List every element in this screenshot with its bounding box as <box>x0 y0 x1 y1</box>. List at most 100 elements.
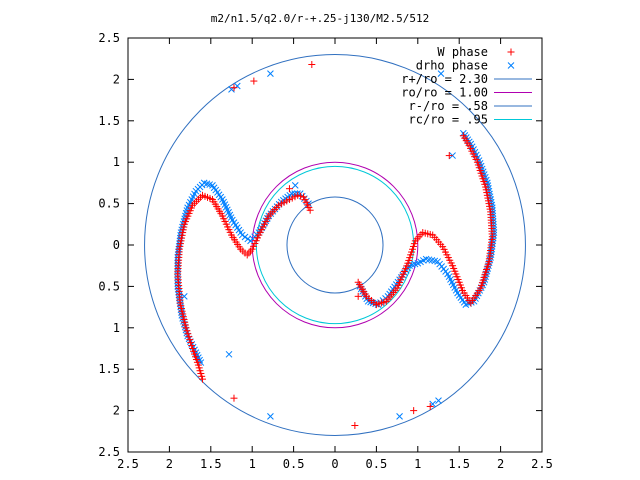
w-phase-point <box>410 407 418 415</box>
cross-b <box>226 211 234 219</box>
y-tick-label: 2 <box>113 404 120 418</box>
w-phase-point <box>199 375 207 383</box>
drho-phase-point <box>267 413 274 420</box>
cross-b <box>452 286 460 294</box>
cross-b <box>435 397 442 405</box>
y-tick-label: 0.5 <box>98 279 120 293</box>
x-tick-label: 0.5 <box>283 457 305 471</box>
series-w-phase <box>174 60 496 430</box>
cross-b <box>232 221 239 229</box>
cross-b <box>206 181 214 188</box>
y-tick-label: 2.5 <box>98 445 120 459</box>
cross-b <box>209 182 216 189</box>
cross-b <box>396 413 403 420</box>
w-phase-point <box>426 402 434 410</box>
w-phase-point <box>354 292 362 300</box>
cross-b <box>233 224 241 231</box>
w-phase-point <box>187 339 195 347</box>
w-phase-point <box>186 336 194 344</box>
cross-b <box>228 216 236 224</box>
x-tick-label: 1 <box>249 457 256 471</box>
w-phase-point <box>300 193 308 201</box>
cross-b <box>451 284 459 291</box>
x-tick-label: 2 <box>497 457 504 471</box>
x-tick-label: 0 <box>331 457 338 471</box>
w-phase-point <box>250 77 258 85</box>
cross-b <box>222 203 230 211</box>
cross-b <box>244 235 252 243</box>
cross-b <box>428 256 436 264</box>
cross-b <box>267 70 274 77</box>
drho-phase-point <box>291 182 299 189</box>
cross-b <box>241 233 249 241</box>
legend-label: ro/ro = 1.00 <box>401 86 488 100</box>
x-tick-label: 1.5 <box>448 457 470 471</box>
w-phase-point <box>183 327 191 335</box>
w-phase-point <box>308 60 316 68</box>
w-phase-point <box>185 333 193 341</box>
cross-b <box>445 273 453 281</box>
cross-b <box>225 350 233 358</box>
legend-label: r+/ro = 2.30 <box>401 72 488 86</box>
circle-r <box>144 54 526 436</box>
cross-b <box>247 237 254 245</box>
w-phase-point <box>297 192 305 200</box>
drho-phase-point <box>507 62 515 69</box>
x-tick-label: 2.5 <box>531 457 553 471</box>
x-tick-label: 2.5 <box>117 457 139 471</box>
cross-b <box>364 297 372 305</box>
x-tick-label: 1.5 <box>200 457 222 471</box>
cross-b <box>448 278 456 286</box>
w-phase-point <box>445 152 453 160</box>
legend-label: r-/ro = .58 <box>409 99 488 113</box>
w-phase-point <box>230 84 238 92</box>
w-phase-point <box>285 185 293 193</box>
cross-b <box>291 182 299 189</box>
cross-b <box>444 270 451 278</box>
legend-label: rc/ro = .95 <box>409 113 488 127</box>
w-phase-point <box>182 324 190 332</box>
cross-b <box>230 219 238 226</box>
legend-label: drho phase <box>416 59 488 73</box>
x-tick-label: 1 <box>414 457 421 471</box>
w-phase-point <box>459 132 467 140</box>
drho-phase-point <box>396 413 403 420</box>
cross-b <box>220 198 227 206</box>
y-tick-label: 1.5 <box>98 114 120 128</box>
cross-b <box>225 209 232 216</box>
cross-b <box>437 70 445 77</box>
cross-b <box>224 206 231 214</box>
drho-phase-point <box>225 350 233 358</box>
y-tick-label: 1 <box>113 155 120 169</box>
drho-phase-point <box>267 70 274 77</box>
series-group <box>174 60 498 430</box>
drho-phase-point <box>435 397 442 405</box>
w-phase-point <box>507 48 515 56</box>
w-phase-point <box>184 330 192 338</box>
cross-b <box>507 62 515 69</box>
cross-b <box>238 231 246 239</box>
y-tick-label: 2.5 <box>98 31 120 45</box>
axes-frame: 2.5 2 1.5 1 0.5 0 0.5 1 1.5 2 2.52.521.510.500.511… <box>98 31 553 471</box>
y-tick-label: 2 <box>113 72 120 86</box>
w-phase-point <box>188 342 196 350</box>
drho-phase-point <box>437 70 445 77</box>
cross-b <box>227 214 235 221</box>
cross-b <box>180 292 188 300</box>
cross-b <box>221 201 229 208</box>
cross-b <box>431 257 439 265</box>
x-tick-label: 0.5 <box>366 457 388 471</box>
y-tick-label: 0.5 <box>98 197 120 211</box>
cross-b <box>422 255 430 263</box>
circle-r <box>286 196 384 294</box>
cross-b <box>449 281 457 289</box>
cross-b <box>425 256 433 264</box>
cross-b <box>267 413 274 420</box>
cross-b <box>447 276 454 283</box>
circle-ro <box>251 161 419 329</box>
x-tick-label: 2 <box>166 457 173 471</box>
legend-label: W phase <box>437 45 488 59</box>
y-tick-label: 1 <box>113 321 120 335</box>
